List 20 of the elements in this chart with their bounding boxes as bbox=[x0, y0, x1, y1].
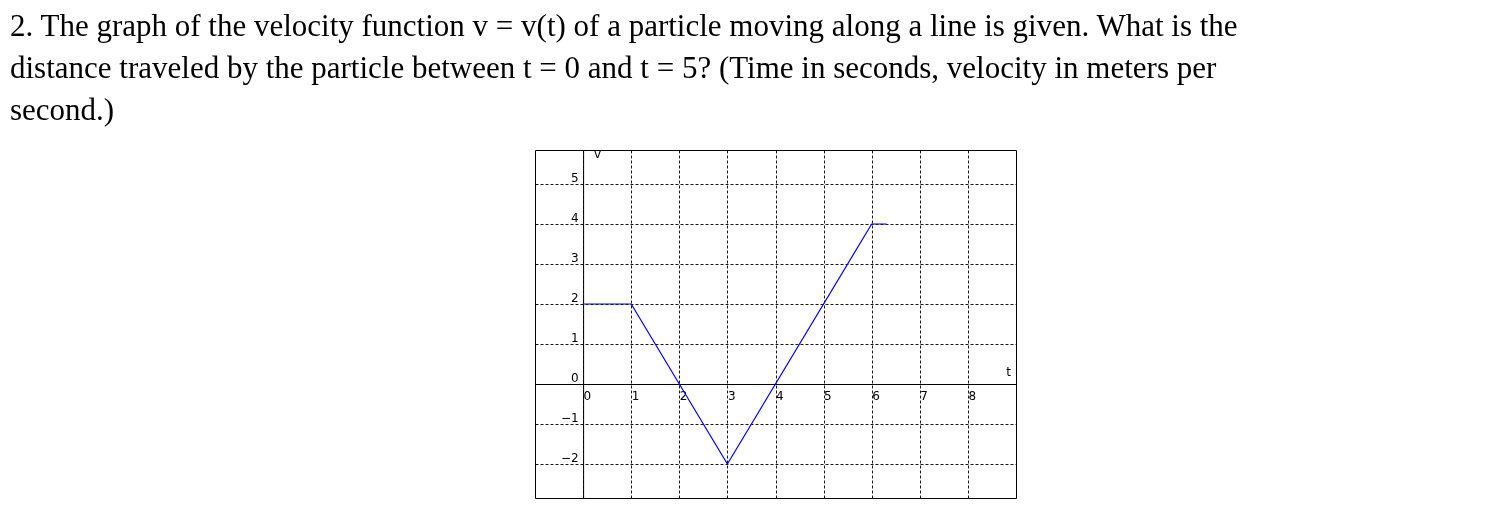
chart-title: 2. The graph of the velocity function v = v(t) of a particle moving along a line is given. What is the distance traveled by the particle between t = 0 and t = 5? (Time in seconds, velocity in meters per second.) bbox=[10, 8, 1238, 127]
x-tick-label: 1 bbox=[631, 388, 640, 403]
y-tick-label: 1 bbox=[570, 330, 579, 345]
y-tick-label: −2 bbox=[560, 450, 579, 465]
y-tick-label: 3 bbox=[570, 250, 579, 265]
x-tick-label: 3 bbox=[727, 388, 736, 403]
x-tick-label: 2 bbox=[679, 388, 688, 403]
y-tick-label: 5 bbox=[570, 170, 579, 185]
x-tick-label: 7 bbox=[920, 388, 928, 403]
y-tick-label: 2 bbox=[570, 290, 579, 305]
y-axis-title: v bbox=[594, 146, 602, 161]
y-tick-label: 0 bbox=[570, 370, 579, 385]
x-axis-title: t bbox=[1006, 364, 1012, 379]
y-tick-label: −1 bbox=[560, 410, 579, 425]
x-tick-label: 5 bbox=[824, 388, 832, 403]
x-tick-label: 6 bbox=[872, 388, 880, 403]
x-tick-label: 8 bbox=[968, 388, 977, 403]
x-tick-label: 4 bbox=[776, 388, 784, 403]
y-tick-label: 4 bbox=[570, 210, 579, 225]
x-tick-label: 0 bbox=[583, 388, 592, 403]
